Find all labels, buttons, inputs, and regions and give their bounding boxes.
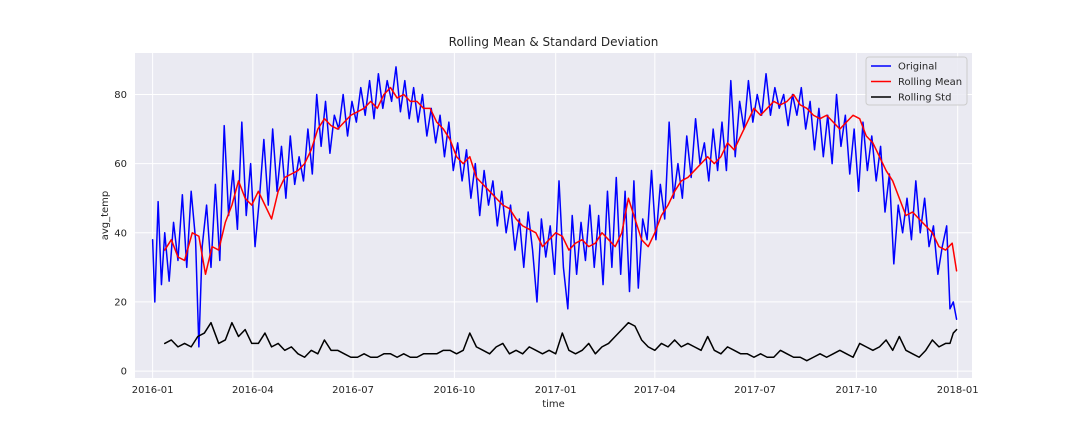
y-tick-label: 60 — [114, 159, 127, 170]
series-line-original — [151, 66, 958, 348]
legend-entry: Rolling Std — [898, 93, 951, 104]
y-axis-ticks: 0 20 40 60 80 — [114, 90, 127, 378]
x-tick-label: 2017-07 — [734, 385, 776, 396]
x-tick-label: 2017-01 — [535, 385, 577, 396]
legend-box — [865, 56, 968, 106]
series-line-rolling-std — [163, 321, 958, 362]
x-tick-label: 2016-10 — [433, 385, 475, 396]
legend-entry: Rolling Mean — [898, 77, 962, 88]
plot-area — [135, 53, 972, 378]
x-tick-label: 2017-04 — [634, 385, 676, 396]
x-tick-label: 2018-01 — [937, 385, 979, 396]
y-tick-label: 20 — [114, 297, 127, 308]
legend: Original Rolling Mean Rolling Std — [865, 56, 968, 106]
series-line-rolling-mean — [163, 86, 958, 276]
y-tick-label: 0 — [121, 367, 127, 378]
y-tick-label: 80 — [114, 90, 127, 101]
legend-entry: Original — [898, 62, 937, 73]
x-tick-label: 2016-07 — [332, 385, 374, 396]
y-axis-label: avg_temp — [100, 191, 111, 241]
y-tick-label: 40 — [114, 228, 127, 239]
x-tick-label: 2017-10 — [835, 385, 877, 396]
x-axis-ticks: 2016-01 2016-04 2016-07 2016-10 2017-01 2017-… — [132, 385, 979, 396]
series-layer — [151, 66, 958, 362]
x-tick-label: 2016-01 — [132, 385, 174, 396]
chart-title: Rolling Mean & Standard Deviation — [449, 35, 659, 49]
x-tick-label: 2016-04 — [232, 385, 274, 396]
x-axis-label: time — [542, 399, 565, 410]
